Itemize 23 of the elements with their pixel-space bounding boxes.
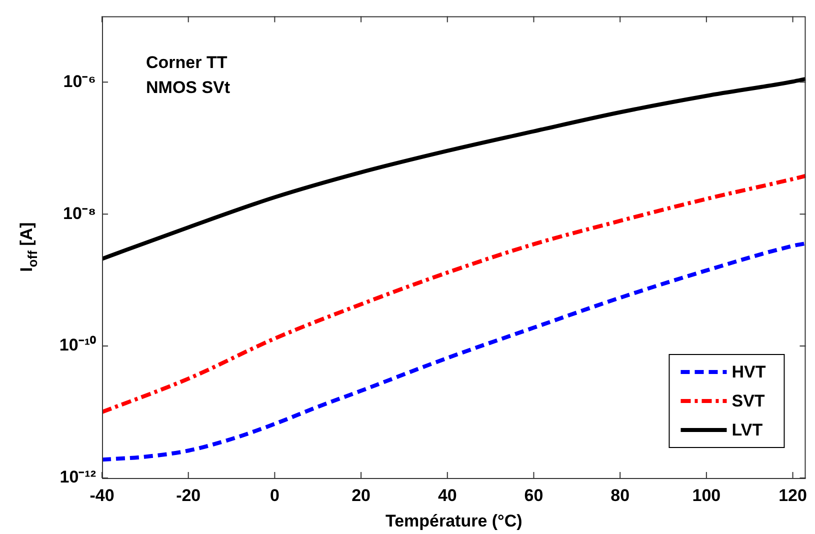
y-tick-label: 10⁻⁸ [63,204,96,223]
y-axis-title: Ioff [A] [17,222,40,272]
x-tick-label: 40 [438,486,457,505]
y-tick-label: 10⁻¹⁰ [59,336,96,355]
y-tick-label: 10⁻⁶ [63,72,96,91]
x-tick-label: 80 [610,486,630,505]
x-tick-label: 20 [352,486,371,505]
x-tick-label: 120 [778,486,807,505]
y-tick-label: 10⁻¹² [60,468,96,487]
annotation: Corner TT [146,53,228,72]
line-series [102,174,806,414]
line-series [102,76,806,261]
x-tick-label: -20 [176,486,201,505]
x-tick-label: 0 [270,486,280,505]
x-tick-label: 60 [524,486,544,505]
x-tick-label: -40 [90,486,114,505]
legend-label: LVT [732,420,764,440]
line-series [102,241,806,462]
annotation: NMOS SVt [146,78,230,98]
x-axis-title: Température (°C) [385,511,522,530]
x-tick-label: 100 [692,486,721,505]
legend-label: HVT [732,362,766,382]
legend-label: SVT [732,392,766,411]
